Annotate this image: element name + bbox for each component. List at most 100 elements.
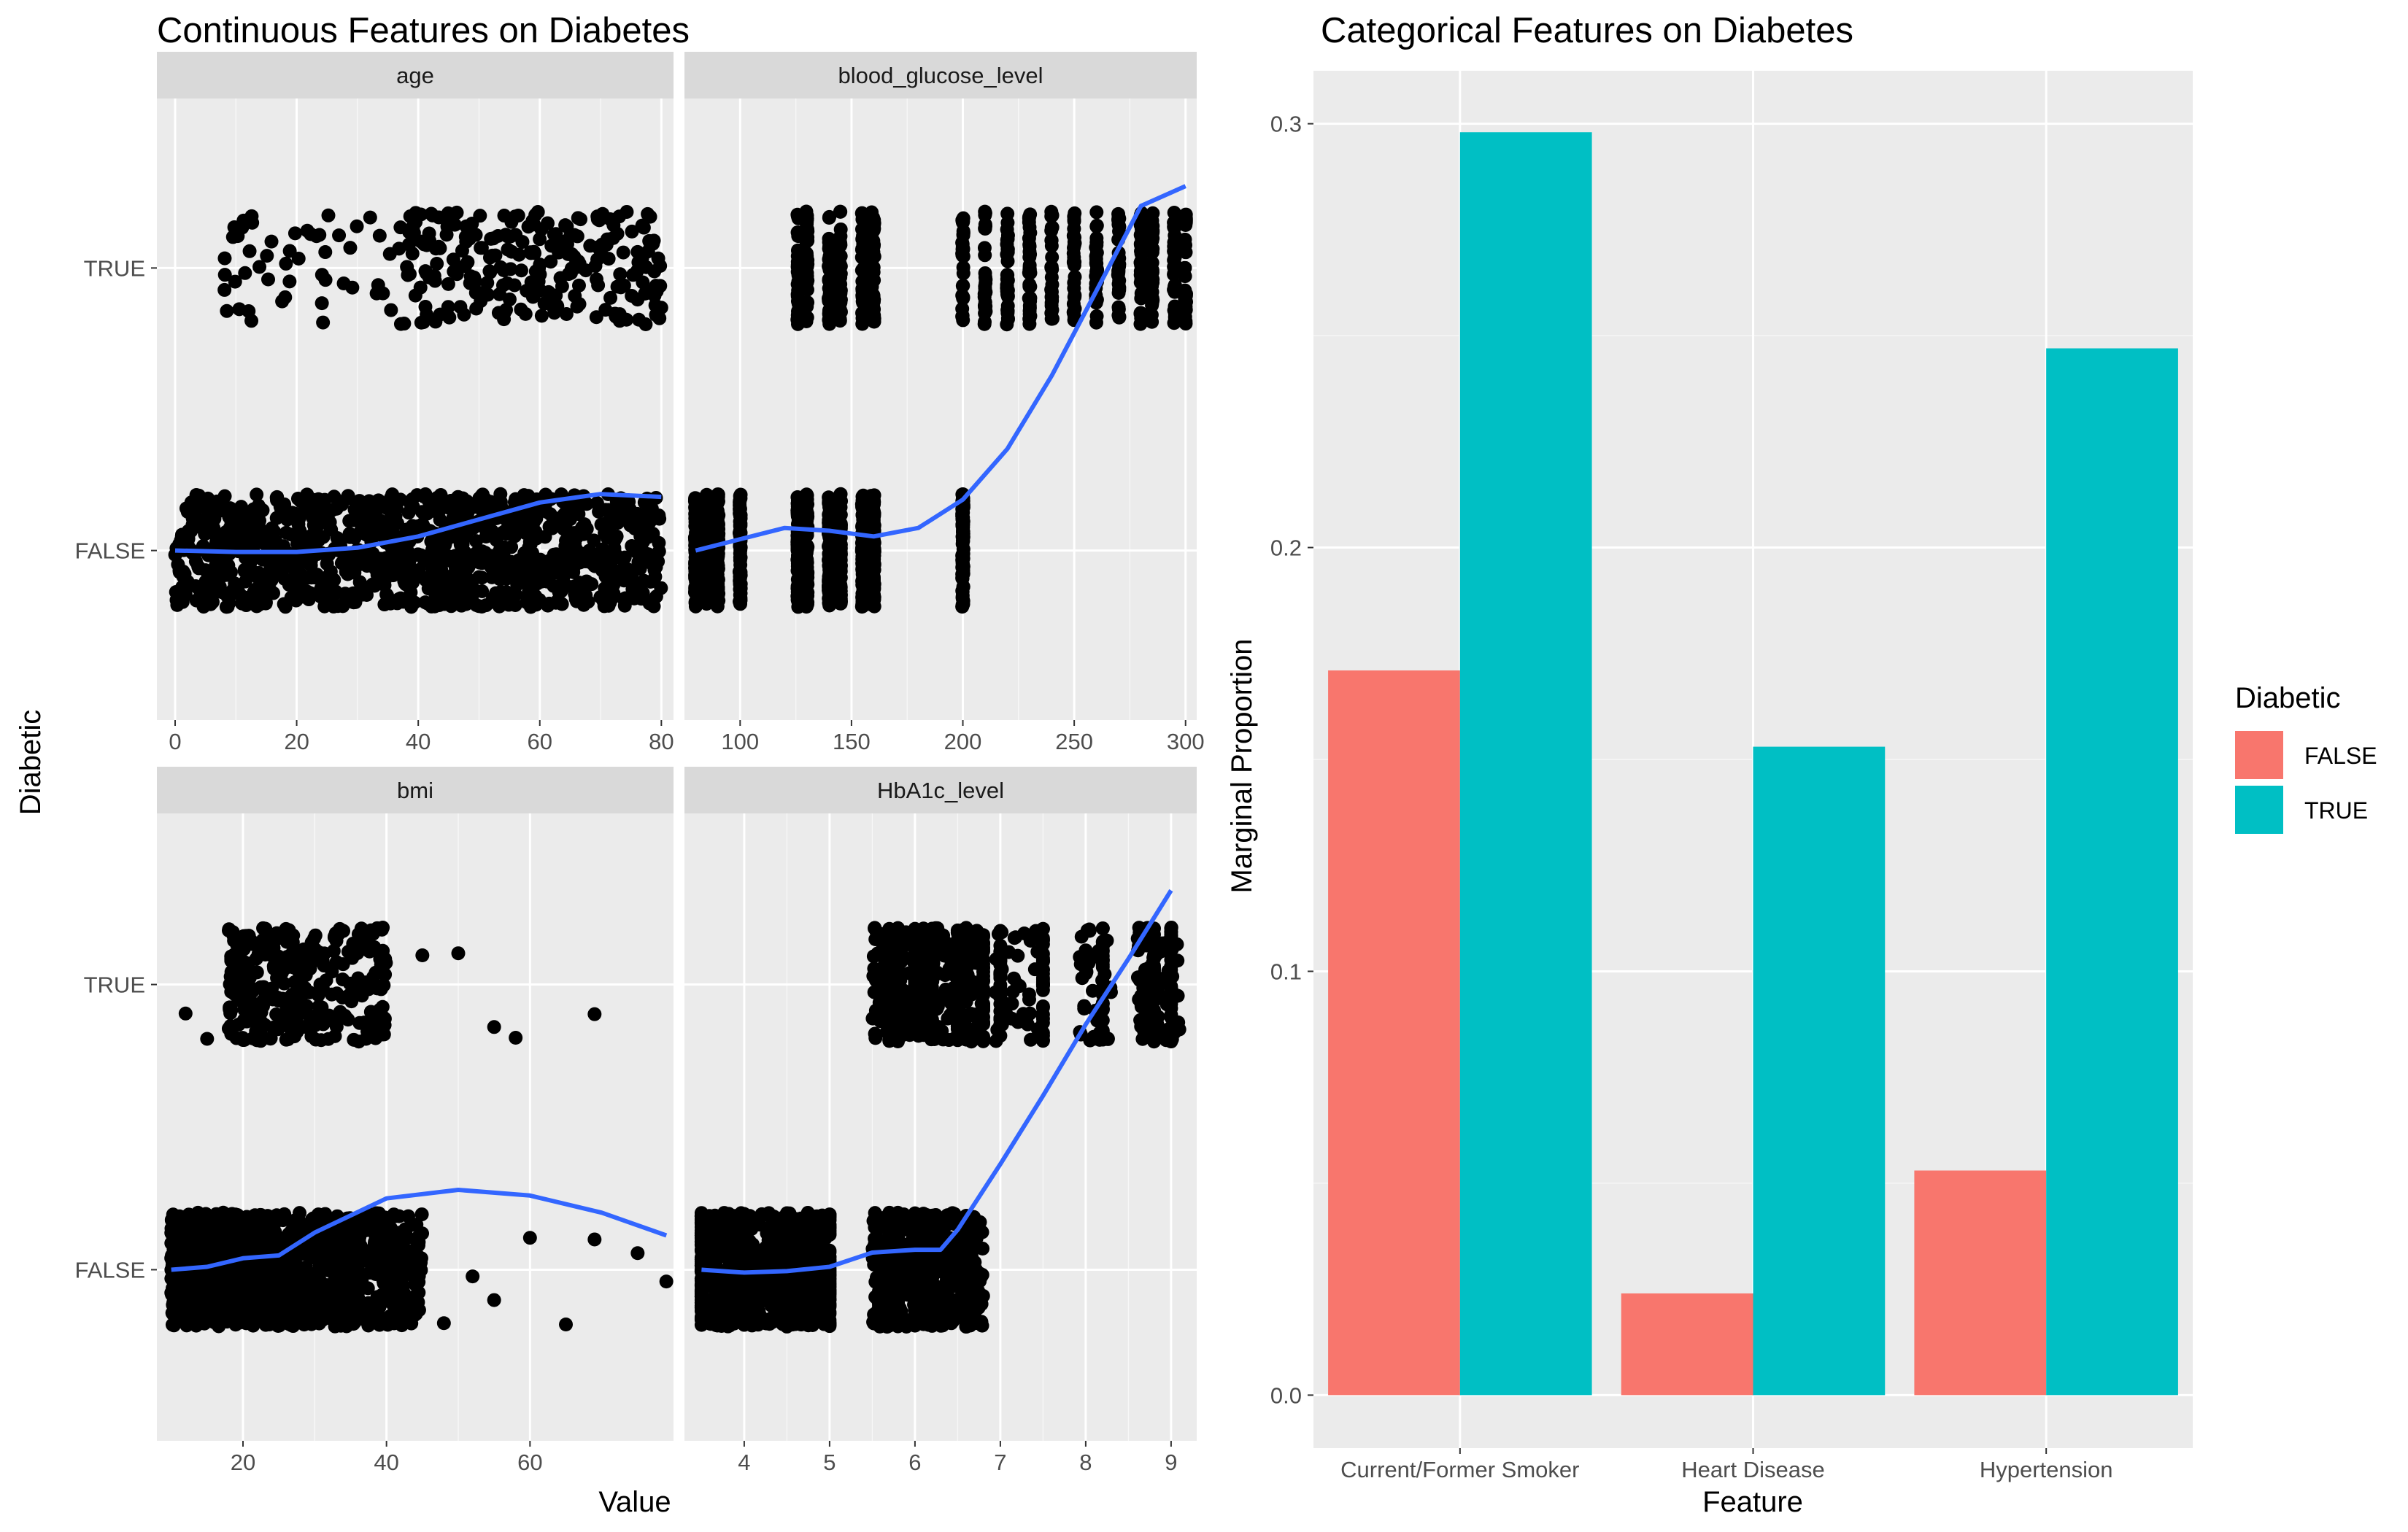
data-point xyxy=(733,502,747,517)
data-point xyxy=(574,212,588,227)
data-point xyxy=(487,1293,501,1307)
data-point xyxy=(190,1309,205,1323)
data-point xyxy=(430,257,444,271)
smooth-line xyxy=(174,492,662,554)
data-point xyxy=(558,538,573,553)
data-point xyxy=(333,921,347,936)
data-point xyxy=(393,492,408,507)
data-point xyxy=(533,267,547,282)
data-point xyxy=(406,221,420,236)
data-point xyxy=(288,975,302,989)
data-point xyxy=(1067,281,1081,295)
data-point xyxy=(448,549,463,563)
data-point xyxy=(267,525,282,539)
data-point xyxy=(253,980,268,994)
data-point xyxy=(469,534,484,549)
data-point xyxy=(402,267,417,282)
data-point xyxy=(593,589,608,604)
data-point xyxy=(498,228,513,242)
data-point xyxy=(200,1032,215,1046)
data-point xyxy=(625,288,639,303)
points-group xyxy=(687,204,1194,614)
data-point xyxy=(357,523,371,538)
data-point xyxy=(1178,269,1192,284)
data-point xyxy=(497,209,512,223)
panel-background xyxy=(157,813,674,1441)
data-point xyxy=(436,1316,451,1331)
data-point xyxy=(341,945,355,959)
data-point xyxy=(652,311,667,325)
data-point xyxy=(520,284,534,298)
data-point xyxy=(378,1232,393,1247)
data-point xyxy=(306,1278,320,1293)
data-point xyxy=(171,1272,186,1287)
data-point xyxy=(417,490,431,504)
data-point xyxy=(482,250,497,265)
data-point xyxy=(166,1318,181,1333)
panel-background xyxy=(157,98,674,720)
data-point xyxy=(454,598,468,613)
data-point xyxy=(279,1032,293,1047)
data-point xyxy=(572,256,587,271)
data-point xyxy=(314,296,329,311)
data-point xyxy=(460,506,475,521)
data-point xyxy=(1044,209,1059,223)
y-tick-label: TRUE xyxy=(84,255,145,281)
x-tick-label: 60 xyxy=(528,729,552,754)
data-point xyxy=(222,922,236,937)
data-point xyxy=(237,562,252,577)
data-point xyxy=(221,586,236,600)
data-point xyxy=(635,218,649,233)
data-point xyxy=(250,570,265,585)
data-point xyxy=(496,278,511,293)
legend-label-false: FALSE xyxy=(2304,743,2377,769)
data-point xyxy=(336,276,351,291)
data-point xyxy=(266,992,280,1007)
data-point xyxy=(610,279,625,294)
data-point xyxy=(552,245,566,260)
data-point xyxy=(253,1207,268,1222)
data-point xyxy=(383,1259,398,1274)
data-point xyxy=(800,565,815,579)
data-point xyxy=(385,1292,400,1307)
data-point xyxy=(833,592,848,606)
data-point xyxy=(1068,206,1082,220)
data-point xyxy=(260,249,274,263)
data-point xyxy=(282,244,297,258)
data-point xyxy=(822,508,837,522)
data-point xyxy=(338,1008,352,1023)
data-point xyxy=(474,294,488,309)
data-point xyxy=(521,489,536,503)
data-point xyxy=(799,314,814,329)
data-point xyxy=(541,598,555,613)
data-point xyxy=(316,530,331,544)
data-point xyxy=(282,923,296,937)
data-point xyxy=(250,965,264,980)
data-point xyxy=(177,567,192,581)
data-point xyxy=(733,550,747,565)
data-point xyxy=(711,517,725,531)
x-tick-label: 100 xyxy=(721,729,759,754)
data-point xyxy=(208,564,223,579)
data-point xyxy=(659,1274,674,1289)
data-point xyxy=(1000,247,1014,262)
data-point xyxy=(217,1231,232,1245)
data-point xyxy=(1000,215,1015,230)
data-point xyxy=(545,299,560,314)
data-point xyxy=(364,1208,379,1223)
data-point xyxy=(317,492,332,507)
data-point xyxy=(978,285,992,299)
data-point xyxy=(441,276,455,291)
data-point xyxy=(1089,245,1104,260)
data-point xyxy=(260,538,274,552)
data-point xyxy=(338,587,352,601)
data-point xyxy=(822,552,836,567)
data-point xyxy=(242,244,257,258)
data-point xyxy=(833,283,848,298)
data-point xyxy=(344,1302,358,1317)
data-point xyxy=(1022,266,1037,280)
data-point xyxy=(589,272,603,287)
data-point xyxy=(255,590,269,605)
data-point xyxy=(220,561,234,576)
data-point xyxy=(699,550,714,565)
